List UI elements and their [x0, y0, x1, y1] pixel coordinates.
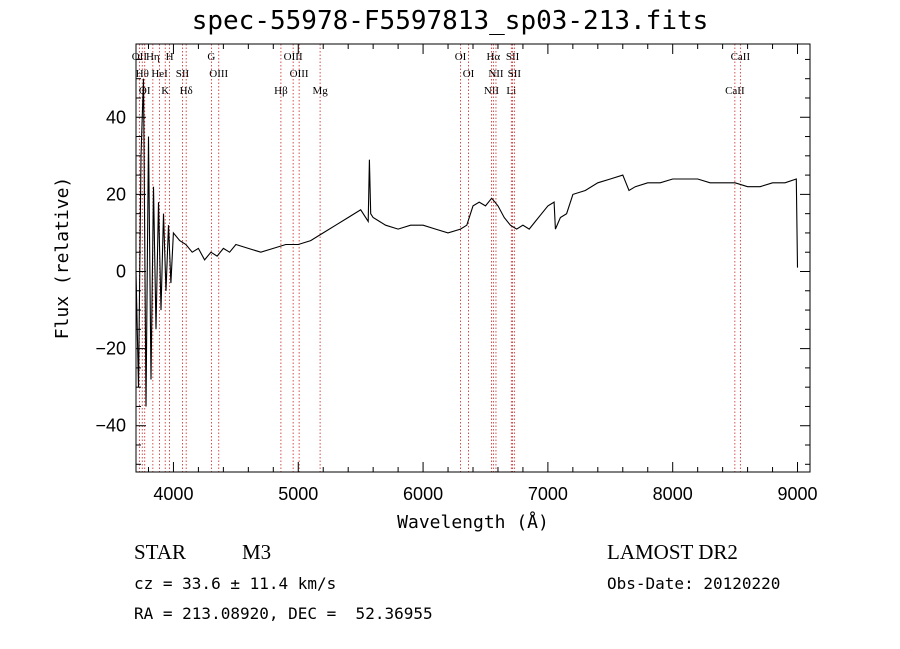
- line-label: CaII: [731, 51, 751, 63]
- object-type: STAR: [134, 540, 186, 564]
- survey-name: LAMOST DR2: [607, 540, 738, 564]
- line-label: NII: [484, 85, 500, 97]
- line-label: Hα: [486, 51, 500, 63]
- line-label: OI: [455, 51, 467, 63]
- x-tick-label: 6000: [403, 484, 443, 504]
- line-label: Li: [506, 85, 516, 97]
- y-tick-label: 40: [106, 107, 126, 127]
- line-label: NII: [488, 68, 504, 80]
- chart-title: spec-55978-F5597813_sp03-213.fits: [191, 6, 709, 36]
- y-tick-label: 20: [106, 184, 126, 204]
- cz-value: cz = 33.6 ± 11.4 km/s: [134, 574, 337, 593]
- line-label: G: [207, 51, 215, 63]
- line-label: Hδ: [180, 85, 193, 97]
- plot-frame: [135, 43, 811, 473]
- line-label: K: [161, 85, 169, 97]
- line-label: OIII: [290, 68, 309, 80]
- x-tick-label: 9000: [777, 484, 817, 504]
- line-label: SII: [508, 68, 522, 80]
- spectrum-line: [135, 78, 799, 407]
- line-label: OI: [139, 85, 151, 97]
- line-label: Hη: [146, 51, 160, 63]
- line-label: OIII: [284, 51, 303, 63]
- y-axis-label: Flux (relative): [52, 177, 73, 340]
- line-label: H: [166, 51, 174, 63]
- obs-date: Obs-Date: 20120220: [607, 574, 781, 593]
- x-tick-label: 5000: [278, 484, 318, 504]
- x-tick-label: 4000: [153, 484, 193, 504]
- y-tick-label: −40: [95, 416, 126, 436]
- line-label: OI: [463, 68, 475, 80]
- line-label: Mg: [312, 85, 328, 97]
- line-label: SII: [176, 68, 190, 80]
- line-label: Hθ: [136, 68, 149, 80]
- line-label: CaII: [725, 85, 745, 97]
- line-label: Hβ: [274, 85, 288, 97]
- x-tick-label: 8000: [653, 484, 693, 504]
- x-axis-label: Wavelength (Å): [397, 511, 549, 533]
- x-tick-label: 7000: [528, 484, 568, 504]
- line-label: OII: [132, 51, 148, 63]
- line-label: OIII: [209, 68, 228, 80]
- object-subclass: M3: [242, 540, 272, 564]
- line-label: SII: [506, 51, 520, 63]
- y-tick-label: −20: [95, 339, 126, 359]
- line-label: HeI: [151, 68, 168, 80]
- ra-dec: RA = 213.08920, DEC = 52.36955: [134, 604, 433, 623]
- y-tick-label: 0: [116, 261, 126, 281]
